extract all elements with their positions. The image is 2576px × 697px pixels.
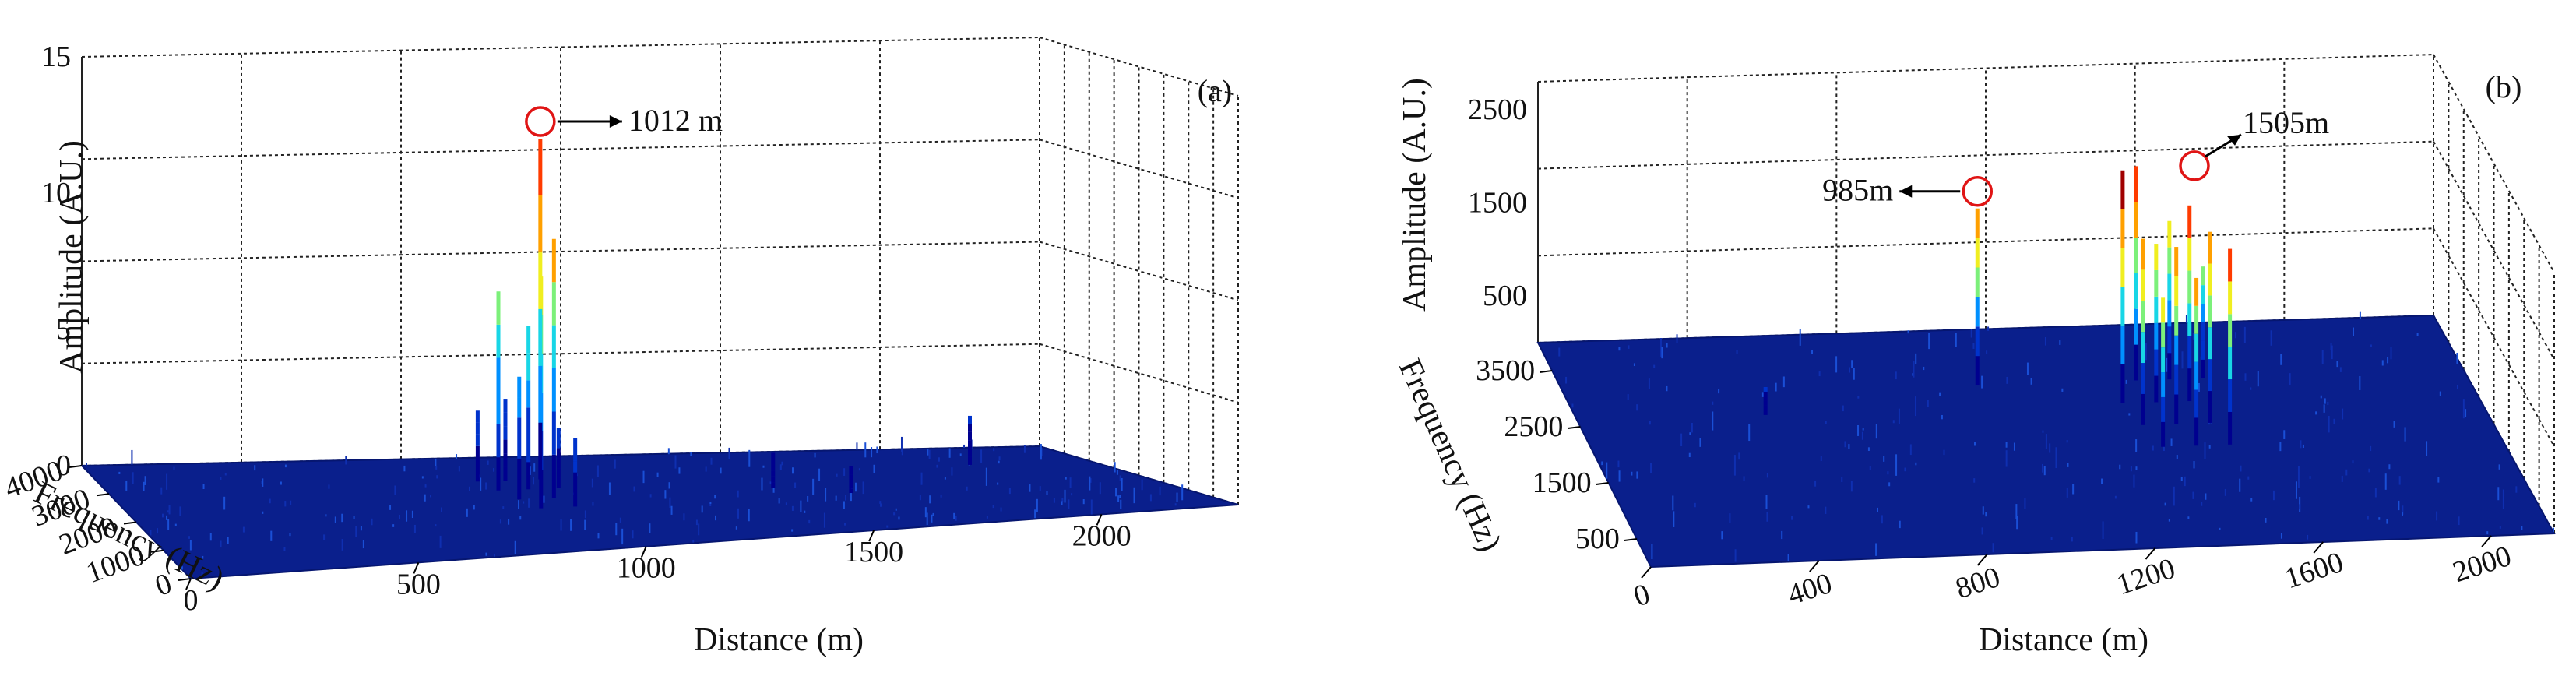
z-tick-label: 2500 bbox=[1468, 93, 1527, 126]
surface-floor bbox=[79, 445, 1239, 580]
x-axis-label: Distance (m) bbox=[1979, 622, 2148, 658]
y-tick-mark bbox=[178, 578, 192, 581]
x-tick-label: 1500 bbox=[844, 536, 903, 569]
y-tick-mark bbox=[96, 493, 110, 497]
x-tick-mark bbox=[1096, 513, 1103, 526]
y-tick-label: 1500 bbox=[1533, 466, 1592, 499]
z-tick-label: 500 bbox=[1483, 280, 1527, 312]
z-tick-label: 1500 bbox=[1468, 187, 1527, 220]
y-tick-label: 3500 bbox=[1476, 354, 1535, 387]
noise-spikes bbox=[85, 436, 1184, 577]
z-tick-label: 0 bbox=[56, 449, 71, 482]
grid-line bbox=[81, 139, 1040, 160]
y-tick-label: 500 bbox=[1575, 523, 1620, 555]
peaks bbox=[475, 139, 973, 509]
grid-line bbox=[2433, 141, 2555, 361]
z-tick-label: 10 bbox=[41, 177, 71, 209]
grid-line bbox=[81, 343, 1040, 364]
x-tick-label: 0 bbox=[1630, 578, 1654, 614]
annotation-label: 1012 m bbox=[628, 103, 723, 138]
y-tick-mark bbox=[1540, 370, 1553, 373]
peak-marker bbox=[525, 106, 556, 137]
y-tick-mark bbox=[69, 465, 83, 468]
x-tick-label: 1600 bbox=[2281, 546, 2347, 595]
annotation-label: 1505m bbox=[2243, 105, 2329, 140]
noise-spikes bbox=[1558, 311, 2555, 562]
y-tick-mark bbox=[1596, 482, 1609, 485]
grid-line bbox=[2433, 54, 2555, 273]
x-tick-mark bbox=[413, 561, 420, 574]
grid-line bbox=[81, 241, 1040, 262]
z-tick-label: 5 bbox=[56, 313, 71, 346]
x-tick-mark bbox=[2481, 535, 2492, 547]
x-tick-label: 500 bbox=[396, 568, 441, 600]
peak-marker bbox=[1962, 175, 1994, 207]
panel-label: (b) bbox=[2486, 69, 2522, 104]
z-axis-label: Amplitude (A.U.) bbox=[1397, 78, 1433, 312]
panel-label: (a) bbox=[1198, 73, 1232, 108]
z-tick-label: 15 bbox=[41, 40, 71, 73]
x-tick-mark bbox=[868, 530, 875, 542]
x-tick-mark bbox=[1976, 554, 1988, 566]
z-axis-label: Amplitude (A.U.) bbox=[54, 140, 90, 374]
x-tick-mark bbox=[2313, 541, 2324, 554]
y-tick-mark bbox=[1624, 538, 1637, 541]
x-tick-mark bbox=[185, 578, 192, 590]
y-tick-mark bbox=[1568, 426, 1581, 429]
x-tick-mark bbox=[1809, 560, 1820, 572]
peaks bbox=[1763, 166, 2233, 447]
x-tick-mark bbox=[640, 546, 647, 558]
annotation-arrowhead bbox=[2227, 134, 2241, 146]
x-tick-label: 1000 bbox=[617, 552, 676, 585]
annotation-label: 985m bbox=[1822, 173, 1893, 208]
x-tick-label: 0 bbox=[184, 584, 199, 617]
peak-marker bbox=[2179, 150, 2210, 181]
y-tick-mark bbox=[123, 521, 137, 525]
x-tick-label: 800 bbox=[1951, 561, 2004, 606]
x-tick-label: 2000 bbox=[1072, 519, 1131, 552]
x-axis-label: Distance (m) bbox=[694, 622, 864, 658]
annotation-arrowhead bbox=[609, 115, 622, 128]
annotation-arrowhead bbox=[1899, 185, 1913, 198]
x-tick-label: 400 bbox=[1784, 567, 1836, 612]
x-tick-label: 2000 bbox=[2449, 540, 2515, 589]
grid-line bbox=[81, 37, 1040, 58]
y-tick-mark bbox=[150, 549, 164, 553]
x-tick-mark bbox=[1641, 566, 1652, 579]
x-tick-mark bbox=[2145, 547, 2156, 560]
x-tick-label: 1200 bbox=[2113, 552, 2179, 601]
grid-line bbox=[2433, 227, 2555, 447]
panel-b-3d-chart: 985m 1505m 0 400 800 1200 1600 2000 500 1500 2500 3… bbox=[1392, 54, 2556, 658]
panel-a-3d-chart: 1012 m0 500 1000 1500 2000010002000300040000… bbox=[0, 37, 1239, 658]
y-tick-label: 2500 bbox=[1504, 410, 1563, 443]
